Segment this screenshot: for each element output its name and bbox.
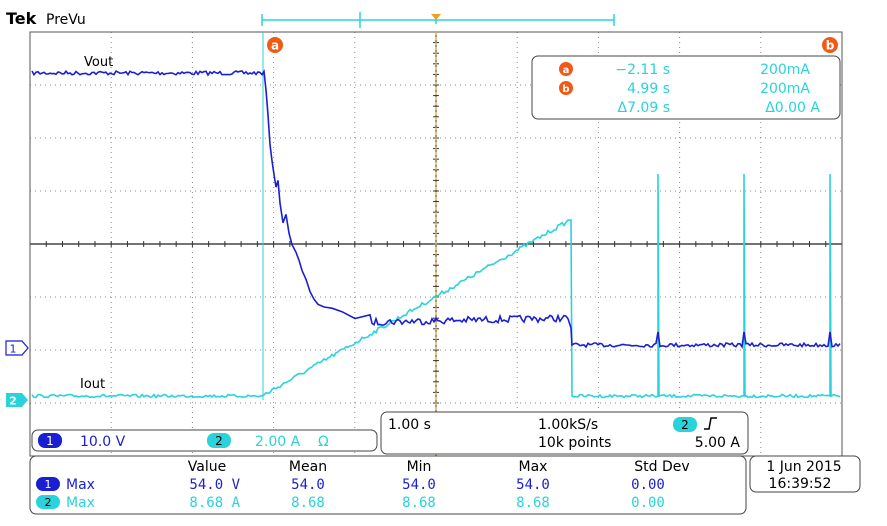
svg-text:0.00: 0.00 [631,477,665,493]
brand-label: Tek [6,9,37,28]
measurements-panel[interactable]: Value Mean Min Max Std Dev 1 Max 54.0 V … [29,455,747,515]
omega-icon: Ω [318,434,329,450]
svg-text:8.68: 8.68 [291,495,325,511]
measurement-row-ch1[interactable]: 1 Max 54.0 V 54.0 54.0 54.0 0.00 [36,477,665,493]
svg-text:54.0 V: 54.0 V [189,477,240,493]
svg-text:1: 1 [45,478,52,491]
trigger-level: 5.00 A [695,435,741,451]
rising-edge-icon [704,417,717,430]
cursor-delta-value: Δ0.00 A [765,100,820,116]
vout-label: Vout [84,55,113,70]
svg-text:2: 2 [681,418,689,432]
col-min: Min [407,459,432,475]
cursor-readout-panel: a b −2.11 s 200mA 4.99 s 200mA Δ7.09 s Δ… [531,55,841,120]
date-label: 1 Jun 2015 [766,459,841,475]
ch2-ground-marker[interactable]: 2 [6,393,28,408]
svg-text:Max: Max [66,477,95,493]
cursor-delta-time: Δ7.09 s [618,100,671,116]
svg-text:2: 2 [9,395,17,408]
svg-text:a: a [563,65,570,76]
svg-text:b: b [562,84,569,95]
col-mean: Mean [289,459,327,475]
record-length: 10k points [538,435,611,451]
sample-rate: 1.00kS/s [538,417,598,433]
svg-text:8.68 A: 8.68 A [189,495,240,511]
svg-text:8.68: 8.68 [402,495,436,511]
svg-text:2: 2 [215,434,223,448]
svg-text:54.0: 54.0 [291,477,325,493]
ch2-waveform [31,173,841,399]
ch1-scale: 10.0 V [80,434,126,450]
cursor-b-time: 4.99 s [627,81,670,97]
cursor-b-badge[interactable]: b [822,37,838,53]
svg-text:54.0: 54.0 [516,477,550,493]
iout-label: Iout [80,377,105,392]
svg-text:8.68: 8.68 [516,495,550,511]
svg-text:54.0: 54.0 [402,477,436,493]
channel-settings-panel[interactable]: 1 10.0 V 2 2.00 A Ω [31,429,378,452]
col-max: Max [519,459,548,475]
cursor-a-value: 200mA [760,62,810,78]
mode-label: PreVu [46,12,86,28]
svg-text:2: 2 [45,496,52,509]
svg-text:1: 1 [46,434,54,448]
col-std-dev: Std Dev [634,459,689,475]
time-label: 16:39:52 [769,476,832,492]
trigger-position-marker[interactable] [431,14,441,20]
cursor-b-value: 200mA [760,81,810,97]
svg-text:0.00: 0.00 [631,495,665,511]
svg-text:Max: Max [66,495,95,511]
svg-text:b: b [826,39,835,53]
timebase-panel[interactable]: 1.00 s 1.00kS/s 10k points 2 5.00 A [380,411,749,455]
time-per-div: 1.00 s [388,417,431,433]
svg-text:a: a [271,39,279,53]
datetime-panel: 1 Jun 2015 16:39:52 [749,455,861,493]
measurement-row-ch2[interactable]: 2 Max 8.68 A 8.68 8.68 8.68 0.00 [36,495,665,511]
ch1-ground-marker[interactable]: 1 [5,340,29,356]
cursor-a-badge[interactable]: a [267,37,283,53]
cursor-a-time: −2.11 s [615,62,670,78]
ch2-scale: 2.00 A [255,434,301,450]
col-value: Value [188,459,226,475]
ch1-waveform [31,69,841,350]
svg-text:1: 1 [10,343,17,356]
